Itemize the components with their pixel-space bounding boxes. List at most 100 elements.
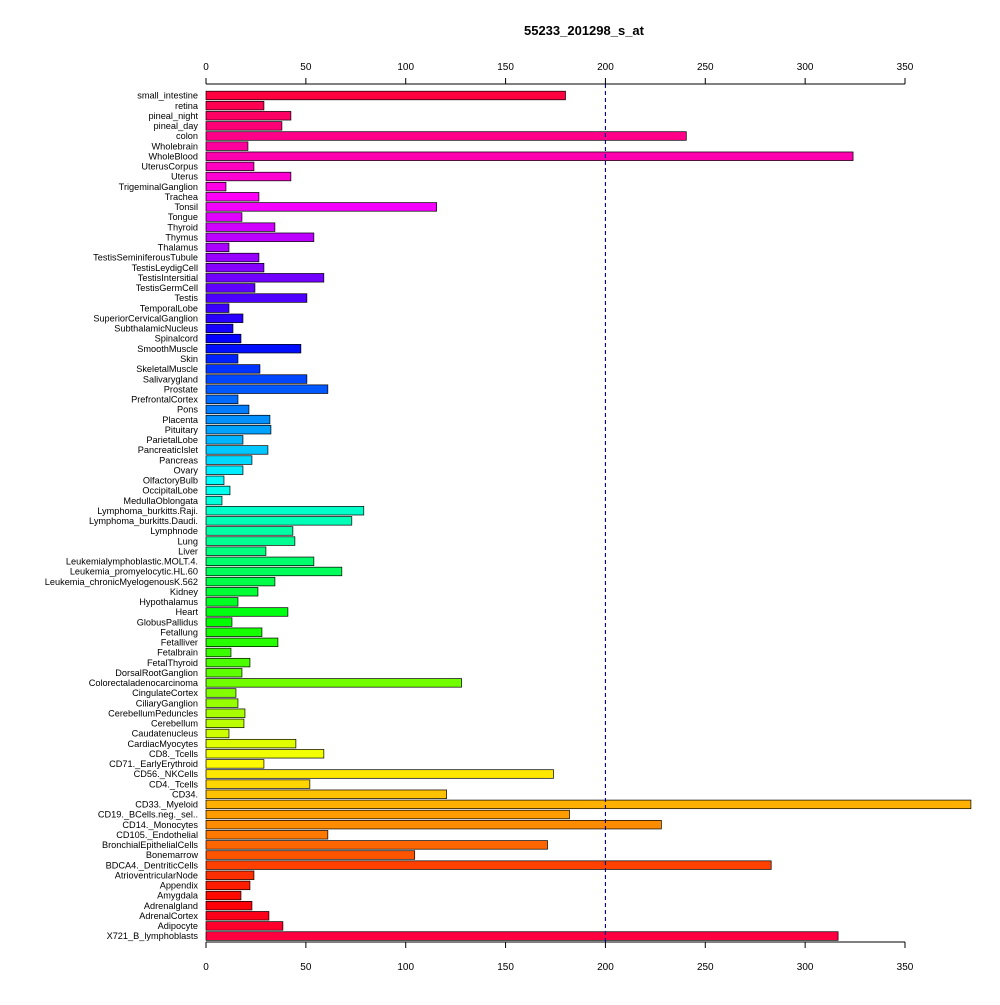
bar (205, 212, 243, 222)
category-label: TrigeminalGanglion (119, 182, 198, 192)
bar (205, 901, 253, 911)
category-label: GlobusPallidus (137, 617, 199, 627)
bar (205, 404, 250, 415)
bar (205, 394, 239, 404)
category-label: CD19._BCells.neg._sel.. (98, 810, 198, 820)
category-label: TestisLeydigCell (132, 263, 198, 273)
x-tick-label: 350 (897, 962, 914, 973)
bar (205, 678, 462, 688)
chart-title: 55233_201298_s_at (524, 23, 645, 38)
category-label: Skin (180, 354, 198, 364)
bar (205, 830, 329, 840)
x-tick-label: 50 (300, 62, 312, 73)
bar (205, 708, 246, 718)
bar (205, 151, 854, 161)
bar (205, 111, 292, 121)
category-label: CardiacMyocytes (128, 739, 199, 749)
category-label: Placenta (162, 415, 199, 425)
bar (205, 435, 244, 445)
category-label: CD4._Tcells (149, 779, 198, 789)
category-label: Colorectaladenocarcinoma (89, 678, 199, 688)
category-label: AdrenalCortex (139, 911, 198, 921)
category-label: PancreaticIslet (138, 445, 199, 455)
category-label: TestisGermCell (136, 283, 198, 293)
category-label: CerebellumPeduncles (108, 708, 198, 718)
category-label: X721_B_lymphoblasts (107, 931, 199, 941)
bar (205, 161, 255, 172)
x-tick-label: 350 (897, 62, 914, 73)
category-label: FetalThyroid (147, 658, 198, 668)
category-label: Uterus (171, 172, 198, 182)
category-label: Pancreas (159, 455, 198, 465)
bar (205, 445, 269, 455)
category-label: CD33._Myeloid (135, 800, 198, 810)
category-label: Pituitary (165, 425, 199, 435)
category-label: SuperiorCervicalGanglion (93, 313, 198, 323)
category-label: OccipitalLobe (142, 486, 198, 496)
category-label: Kidney (170, 587, 198, 597)
category-label: CD34. (172, 789, 198, 799)
bar (205, 131, 687, 141)
bar (205, 789, 448, 799)
category-label: Testis (175, 293, 199, 303)
category-label: SkeletalMuscle (136, 364, 198, 374)
category-label: Adrenalgland (144, 901, 198, 911)
category-label: Tongue (168, 212, 198, 222)
bar (205, 303, 230, 313)
bar (205, 100, 265, 111)
bar (205, 273, 325, 283)
x-tick-label: 200 (597, 962, 614, 973)
x-axis-bottom: 0 50 100 150 200 250 300 350 (203, 941, 914, 973)
category-label: Thalamus (158, 243, 199, 253)
category-label: pineal_day (154, 121, 199, 131)
bar (205, 627, 263, 637)
bar (205, 688, 237, 698)
category-label: Thyroid (167, 222, 198, 232)
category-label: Appendix (160, 881, 199, 891)
bar (205, 252, 260, 263)
bar (205, 202, 438, 212)
bar (205, 141, 249, 151)
bar (205, 171, 292, 182)
category-labels: small_intestineretinapineal_nightpineal_… (45, 91, 199, 942)
bar (205, 911, 270, 921)
bar (205, 728, 230, 739)
category-label: Wholebrain (152, 141, 198, 151)
category-label: Lymphoma_burkitts.Daudi. (89, 516, 198, 526)
bar (205, 465, 244, 475)
bar (205, 222, 276, 232)
bar (205, 506, 365, 516)
x-tick-label: 0 (203, 62, 209, 73)
x-tick-label: 150 (497, 962, 514, 973)
category-label: OlfactoryBulb (143, 476, 198, 486)
category-label: Lung (178, 536, 198, 546)
bar (205, 333, 242, 344)
bar (205, 759, 265, 769)
bar (205, 749, 325, 759)
category-label: Spinalcord (155, 334, 198, 344)
bar (205, 313, 244, 323)
bar (205, 323, 234, 334)
category-label: Fetallung (160, 627, 198, 637)
bar (205, 475, 225, 485)
bar (205, 890, 242, 901)
category-label: UterusCorpus (141, 162, 198, 172)
category-label: Liver (178, 546, 198, 556)
bar (205, 850, 416, 860)
bar (205, 931, 839, 941)
category-label: Cerebellum (151, 719, 198, 729)
category-label: small_intestine (137, 91, 198, 101)
bar (205, 566, 343, 577)
category-label: Leukemia_promyelocytic.HL.60 (70, 567, 198, 577)
category-label: Lymphoma_burkitts.Raji. (97, 506, 198, 516)
x-tick-label: 100 (397, 62, 414, 73)
x-tick-label: 300 (797, 962, 814, 973)
category-label: BronchialEpithelialCells (102, 840, 198, 850)
bar (205, 242, 230, 253)
bar (205, 657, 251, 668)
bar (205, 526, 294, 536)
x-tick-label: 250 (697, 962, 714, 973)
x-tick-label: 0 (203, 962, 209, 973)
bar (205, 536, 296, 546)
bar (205, 263, 265, 273)
